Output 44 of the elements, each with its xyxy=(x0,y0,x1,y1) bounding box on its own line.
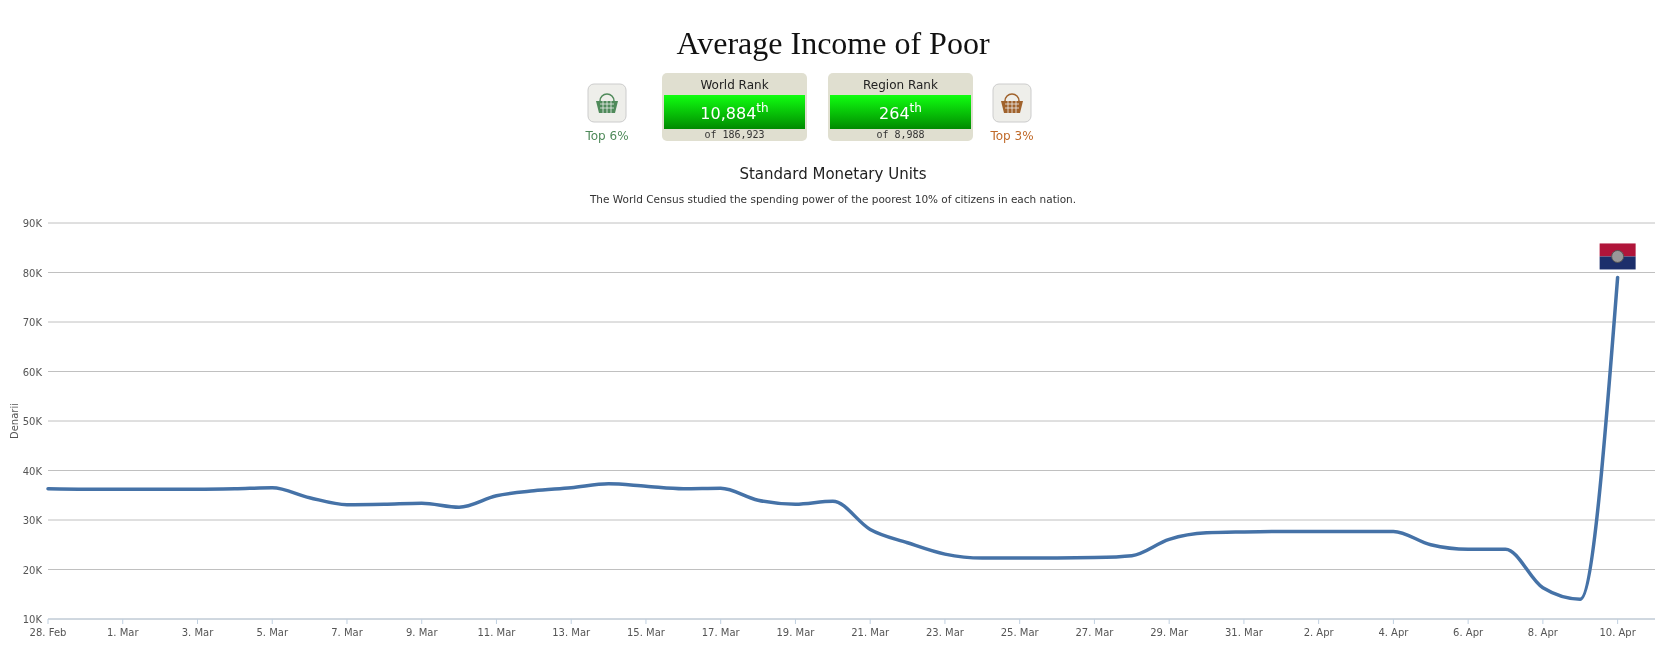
y-tick-label: 40K xyxy=(22,465,43,477)
y-tick-label: 70K xyxy=(22,317,43,328)
x-tick-label: 4. Apr xyxy=(1378,627,1410,638)
x-tick-label: 8. Apr xyxy=(1527,627,1559,638)
text: Region Rank xyxy=(863,78,938,92)
x-tick-label: 11. Mar xyxy=(477,627,517,638)
x-tick-label: 10. Apr xyxy=(1599,627,1637,638)
x-tick-label: 31. Mar xyxy=(1224,627,1264,638)
x-tick-label: 25. Mar xyxy=(1000,627,1040,638)
text: 10,884$^{th}$ xyxy=(700,101,769,123)
y-tick-label: 90K xyxy=(22,218,43,229)
text: 264$^{th}$ xyxy=(879,101,922,123)
line-series xyxy=(46,275,1620,601)
text: of 186,923 xyxy=(704,129,765,140)
x-tick-label: 29. Mar xyxy=(1150,627,1190,638)
x-tick-label: 19. Mar xyxy=(776,627,816,638)
chart-subtitle: Standard Monetary Units xyxy=(739,165,927,183)
x-tick-label: 9. Mar xyxy=(405,627,439,638)
text: of 8,988 xyxy=(876,129,925,140)
text: Top 6% xyxy=(584,129,629,143)
y-tick-label: 50K xyxy=(22,416,43,427)
x-tick-label: 15. Mar xyxy=(626,627,666,638)
text: The World Census studied the spending power of the poorest 10% of citizens in each nation. xyxy=(588,193,1077,205)
x-tick-label: 3. Mar xyxy=(181,627,215,638)
x-tick-label: 27. Mar xyxy=(1075,627,1115,638)
x-tick-label: 6. Apr xyxy=(1453,627,1485,638)
x-tick-label: 17. Mar xyxy=(701,627,741,638)
x-tick-label: 1. Mar xyxy=(106,627,140,638)
x-tick-label: 7. Mar xyxy=(331,627,364,638)
x-tick-label: 23. Mar xyxy=(925,627,965,638)
x-tick-label: 5. Mar xyxy=(256,627,289,638)
x-tick-label: 2. Apr xyxy=(1303,627,1335,638)
y-tick-label: 80K xyxy=(22,267,43,279)
text: World Rank xyxy=(700,78,769,92)
y-axis-title: Denarii xyxy=(9,403,20,439)
x-tick-label: 13. Mar xyxy=(552,627,592,638)
y-tick-label: 30K xyxy=(22,515,43,526)
x-tick-label: 21. Mar xyxy=(851,627,891,638)
y-tick-label: 20K xyxy=(22,564,43,576)
y-tick-label: 60K xyxy=(22,366,43,378)
x-tick-label: 28. Feb xyxy=(29,627,67,638)
chart-title: Average Income of Poor xyxy=(676,25,990,61)
y-tick-label: 10K xyxy=(22,614,43,625)
text: Top 3% xyxy=(989,129,1034,143)
